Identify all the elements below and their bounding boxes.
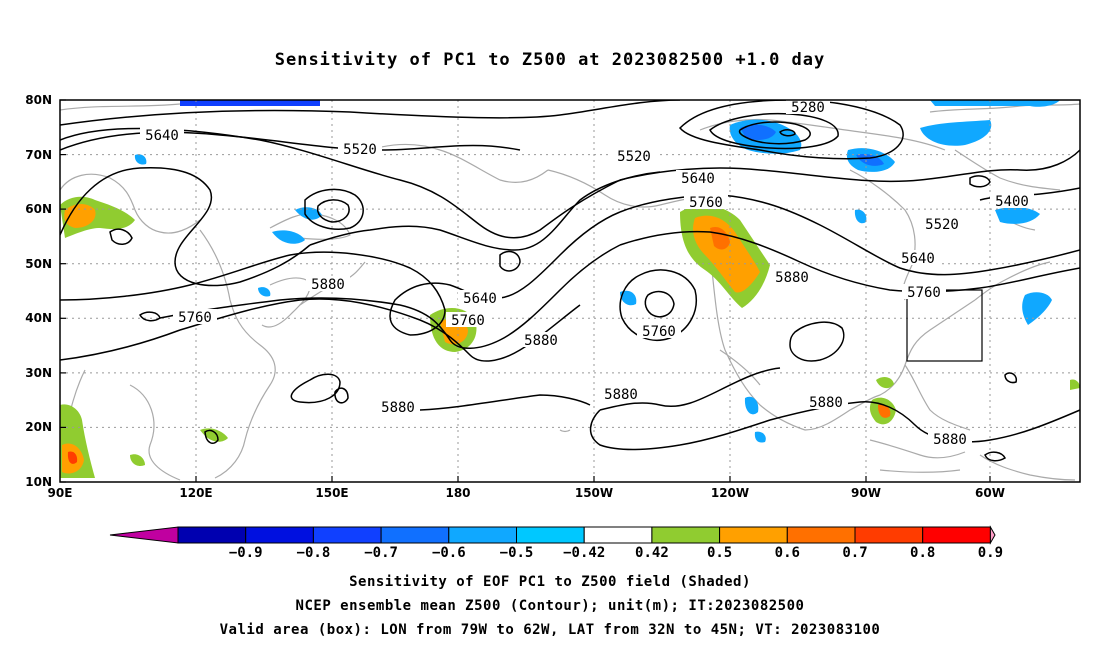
map-border — [59, 99, 1081, 483]
colorbar-tick-label: −0.42 — [563, 545, 605, 561]
lat-label: 20N — [25, 420, 52, 434]
colorbar-tick-label: −0.7 — [364, 545, 398, 561]
colorbar-segment — [583, 526, 653, 544]
colorbar-segment — [177, 526, 247, 544]
lat-label: 40N — [25, 311, 52, 325]
footer-line-1: Sensitivity of EOF PC1 to Z500 field (Sh… — [349, 574, 751, 590]
contour-label: 5880 — [524, 333, 558, 349]
colorbar-tick-label: 0.5 — [707, 545, 732, 561]
contour-label: 5400 — [995, 194, 1029, 210]
colorbar-segment — [516, 526, 585, 544]
longitude-labels: 90E 120E 150E 180 150W 120W 90W 60W — [48, 486, 1005, 500]
lat-label: 30N — [25, 366, 52, 380]
lat-label: 70N — [25, 148, 52, 162]
contour-label: 5280 — [791, 100, 825, 116]
contour-label: 5760 — [451, 313, 485, 329]
colorbar-tick-label: −0.6 — [432, 545, 466, 561]
contour-label: 5880 — [775, 270, 809, 286]
contour-label: 5640 — [681, 171, 715, 187]
footer-line-3: Valid area (box): LON from 79W to 62W, L… — [219, 622, 881, 638]
colorbar-segment — [854, 526, 924, 544]
tick-marks — [60, 99, 991, 483]
contour-label: 5880 — [604, 387, 638, 403]
contour-label: 5520 — [343, 142, 377, 158]
map-title: Sensitivity of PC1 to Z500 at 2023082500… — [274, 50, 826, 70]
contour-label: 5880 — [933, 432, 967, 448]
contour-label: 5640 — [463, 291, 497, 307]
colorbar-tick-label: 0.6 — [775, 545, 800, 561]
colorbar-segment — [719, 526, 788, 544]
contour-labels: 5280 5640 5520 5520 5640 5760 5400 5520 … — [140, 100, 1034, 448]
sensitivity-shading — [60, 100, 1080, 478]
contour-label: 5760 — [178, 310, 212, 326]
colorbar-tick-label: 0.8 — [910, 545, 935, 561]
colorbar-tick-label: 0.42 — [635, 545, 669, 561]
lon-label: 120E — [179, 486, 212, 500]
colorbar-segment — [448, 526, 517, 544]
colorbar-tick-label: 0.9 — [978, 545, 1003, 561]
colorbar-high-triangle — [989, 525, 996, 545]
contour-label: 5880 — [311, 277, 345, 293]
contour-label: 5640 — [145, 128, 179, 144]
lat-label: 50N — [25, 257, 52, 271]
lat-label: 60N — [25, 202, 52, 216]
contour-label: 5520 — [617, 149, 651, 165]
colorbar-tick-label: −0.8 — [297, 545, 331, 561]
colorbar-segment — [380, 526, 450, 544]
lon-label: 90W — [851, 486, 881, 500]
lon-label: 60W — [975, 486, 1005, 500]
lon-label: 150E — [315, 486, 348, 500]
latitude-labels: 80N 70N 60N 50N 40N 30N 20N 10N — [25, 93, 52, 489]
colorbar-segment — [312, 526, 382, 544]
lon-label: 180 — [445, 486, 470, 500]
colorbar: −0.9 −0.8 −0.7 −0.6 −0.5 −0.42 0.42 0.5 0.6 0.7 0.… — [109, 525, 1003, 561]
lat-label: 80N — [25, 93, 52, 107]
contour-label: 5880 — [809, 395, 843, 411]
lon-label: 90E — [48, 486, 73, 500]
colorbar-segment — [245, 526, 314, 544]
lat-label: 10N — [25, 475, 52, 489]
z500-contours — [60, 100, 1080, 462]
colorbar-segment — [922, 526, 991, 544]
colorbar-segment — [786, 526, 856, 544]
contour-label: 5640 — [901, 251, 935, 267]
contour-label: 5760 — [689, 195, 723, 211]
lon-label: 150W — [575, 486, 613, 500]
colorbar-segment — [651, 526, 721, 544]
grid-lines — [60, 100, 1080, 482]
contour-label: 5880 — [381, 400, 415, 416]
colorbar-tick-label: −0.5 — [500, 545, 534, 561]
colorbar-tick-label: −0.9 — [229, 545, 263, 561]
contour-label: 5760 — [642, 324, 676, 340]
contour-label: 5760 — [907, 285, 941, 301]
lon-label: 120W — [711, 486, 749, 500]
contour-label: 5520 — [925, 217, 959, 233]
footer-line-2: NCEP ensemble mean Z500 (Contour); unit(… — [295, 598, 805, 614]
colorbar-low-triangle — [109, 526, 179, 544]
colorbar-tick-label: 0.7 — [842, 545, 867, 561]
